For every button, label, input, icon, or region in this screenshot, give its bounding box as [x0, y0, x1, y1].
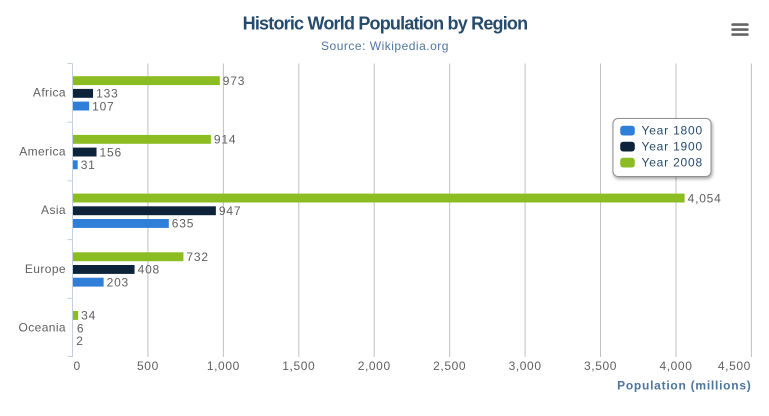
svg-text:Historic World Population by R: Historic World Population by Region: [243, 14, 528, 34]
svg-text:1,500: 1,500: [282, 359, 315, 373]
svg-text:156: 156: [100, 145, 122, 159]
svg-text:Africa: Africa: [33, 86, 66, 100]
svg-text:973: 973: [223, 74, 245, 88]
svg-text:203: 203: [107, 275, 129, 289]
svg-text:Asia: Asia: [41, 203, 66, 217]
svg-text:732: 732: [186, 250, 208, 264]
svg-text:1,000: 1,000: [207, 359, 240, 373]
svg-text:Population (millions): Population (millions): [617, 379, 751, 393]
svg-text:6: 6: [77, 321, 84, 335]
svg-text:107: 107: [92, 99, 114, 113]
svg-text:3,000: 3,000: [509, 359, 542, 373]
svg-text:4,000: 4,000: [659, 359, 692, 373]
svg-text:Europe: Europe: [25, 262, 66, 276]
svg-text:133: 133: [96, 87, 118, 101]
svg-text:408: 408: [138, 263, 160, 277]
svg-text:4,054: 4,054: [688, 191, 722, 205]
svg-text:Oceania: Oceania: [19, 320, 67, 334]
svg-text:Source: Wikipedia.org: Source: Wikipedia.org: [321, 39, 449, 53]
svg-text:Year 1800: Year 1800: [642, 124, 703, 138]
svg-text:31: 31: [81, 158, 96, 172]
svg-text:Year 1900: Year 1900: [642, 140, 703, 154]
svg-text:0: 0: [74, 359, 81, 373]
svg-text:3,500: 3,500: [584, 359, 617, 373]
svg-text:947: 947: [219, 204, 241, 218]
svg-text:500: 500: [137, 359, 159, 373]
svg-text:2,000: 2,000: [358, 359, 391, 373]
svg-text:America: America: [19, 144, 66, 158]
svg-text:2,500: 2,500: [433, 359, 466, 373]
svg-text:914: 914: [214, 133, 236, 147]
svg-text:Year 2008: Year 2008: [642, 156, 703, 170]
svg-text:4,500: 4,500: [718, 359, 751, 373]
svg-text:635: 635: [172, 217, 194, 231]
svg-text:2: 2: [76, 334, 83, 348]
svg-text:34: 34: [81, 309, 96, 323]
